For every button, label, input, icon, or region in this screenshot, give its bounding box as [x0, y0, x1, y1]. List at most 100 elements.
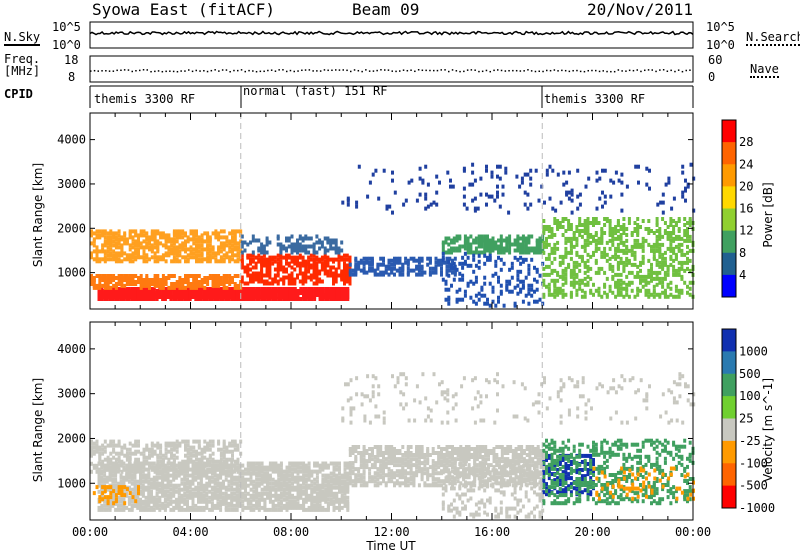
cell-p0-b8 [547, 242, 551, 247]
cell-p0-b7 [477, 297, 481, 302]
cell-p0-b9 [637, 164, 640, 169]
cell-p0-b7 [533, 265, 536, 270]
cell-p0-b8 [542, 282, 546, 287]
cell-p0-b9 [620, 192, 624, 197]
cell-p0-b5 [359, 258, 363, 263]
cell-p0-b8 [647, 280, 651, 285]
cell-p1-b1 [167, 457, 171, 462]
nave-dot [621, 70, 623, 72]
cell-p0-b3 [251, 253, 255, 258]
cell-p0-b9 [424, 164, 428, 169]
cell-p0-b3 [304, 267, 308, 272]
cell-p0-b3 [246, 253, 250, 258]
cell-p1-b0 [282, 473, 286, 478]
cell-p0-b9 [645, 166, 649, 171]
cell-p1-b0 [177, 489, 181, 494]
cell-p0-b7 [472, 269, 476, 274]
cell-p0-b4 [309, 244, 313, 249]
cell-p0-b9 [496, 194, 499, 199]
nave-dot [515, 69, 518, 72]
cell-p1-b0 [255, 465, 259, 470]
cell-p0-b9 [496, 164, 499, 169]
cell-p0-b1 [103, 274, 107, 278]
cell-p0-b3 [273, 255, 277, 260]
colorbar-swatch [722, 274, 736, 298]
cell-p0-b2 [109, 229, 113, 234]
cell-p0-b8 [616, 229, 620, 233]
cell-p1-b0 [324, 507, 328, 512]
cell-p0-b9 [487, 194, 491, 199]
cell-p0-b9 [595, 170, 599, 175]
cell-p0-b3 [249, 257, 252, 262]
cell-p0-b2 [139, 255, 143, 260]
cell-p1-b1 [101, 459, 105, 464]
nave-dot [640, 70, 642, 73]
cell-p0-b8 [625, 256, 629, 261]
cell-p0-b8 [669, 217, 673, 221]
cell-p0-b8 [636, 264, 640, 269]
cell-p0-b1 [239, 280, 243, 284]
cell-p0-b1 [109, 280, 113, 284]
cell-p0-b5 [431, 270, 435, 275]
cell-p1-b0 [191, 505, 195, 510]
cell-p1-b0 [246, 463, 250, 468]
cell-p0-b2 [197, 243, 201, 248]
cell-p0-b9 [449, 178, 452, 183]
nave-dot [636, 69, 638, 71]
cell-p1-b0 [227, 487, 231, 492]
cell-p0-b5 [415, 272, 419, 277]
cell-p0-b7 [499, 257, 503, 262]
cell-p0-b7 [483, 293, 487, 298]
cell-p0-b8 [542, 266, 546, 271]
cell-p0-b5 [440, 270, 443, 275]
cell-p0-b4 [312, 248, 316, 253]
cell-p0-b8 [564, 280, 568, 285]
nave-dot [346, 69, 348, 72]
cell-p0-b7 [510, 261, 514, 266]
cell-p1-b0 [315, 461, 319, 466]
cell-p1-b0 [321, 505, 325, 510]
cell-p1-b0 [238, 489, 242, 494]
cell-p0-b8 [580, 244, 584, 249]
cell-p0-b9 [493, 198, 497, 203]
cell-p1-b1 [112, 447, 116, 452]
cell-p0-b2 [161, 253, 165, 258]
cell-p1-b1 [161, 457, 165, 462]
cell-p1-b0 [133, 479, 137, 484]
cell-p1-b1 [184, 461, 187, 466]
cell-p0-b2 [109, 257, 113, 262]
cell-p0-b0 [291, 287, 294, 291]
cell-p0-b8 [542, 292, 546, 297]
cell-p1-b0 [172, 489, 176, 494]
nave-dot [662, 69, 665, 71]
nave-dot [606, 70, 608, 73]
cell-p0-b4 [307, 250, 311, 255]
cell-p0-b8 [619, 256, 623, 261]
cell-p1-b0 [130, 503, 134, 508]
cell-p0-b8 [575, 242, 579, 247]
cell-p1-b0 [288, 483, 292, 488]
cell-p0-b4 [249, 240, 252, 245]
cell-p0-b8 [652, 242, 656, 247]
cell-p0-b8 [567, 262, 571, 267]
cell-p0-b7 [494, 263, 498, 268]
cell-p0-b1 [148, 285, 151, 290]
cell-p0-b2 [217, 231, 221, 236]
cell-p0-b2 [167, 233, 171, 238]
cell-p1-b0 [288, 461, 292, 466]
cell-p1-b0 [268, 507, 272, 512]
cell-p1-b0 [343, 463, 347, 468]
cell-p0-b3 [345, 273, 349, 278]
cell-p0-b2 [211, 255, 215, 260]
cell-p1-b1 [148, 453, 151, 458]
nave-dot [546, 69, 548, 72]
cell-p0-b0 [299, 297, 303, 301]
cell-p0-b8 [683, 280, 687, 285]
cell-p1-b0 [329, 489, 333, 494]
cell-p1-b1 [184, 459, 187, 464]
cell-p0-b5 [448, 256, 452, 261]
cell-p1-b0 [105, 475, 109, 480]
cell-p0-b8 [688, 286, 692, 291]
cell-p0-b0 [315, 287, 319, 291]
cell-p0-b4 [282, 244, 286, 249]
